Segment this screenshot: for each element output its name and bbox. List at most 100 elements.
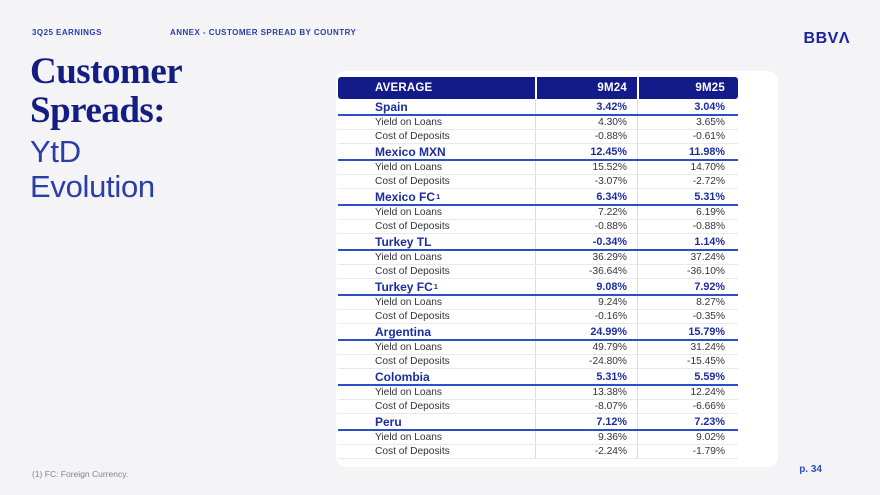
- country-avg-9m25: 11.98%: [637, 144, 738, 159]
- table-row-country: Peru 7.12% 7.23%: [338, 414, 738, 431]
- table-row-cost: Cost of Deposits -0.88% -0.61%: [338, 130, 738, 144]
- table-row-cost: Cost of Deposits -3.07% -2.72%: [338, 175, 738, 189]
- yield-label: Yield on Loans: [375, 162, 443, 173]
- table-row-country: Spain 3.42% 3.04%: [338, 99, 738, 116]
- yield-label: Yield on Loans: [375, 432, 443, 443]
- yield-9m25: 3.65%: [637, 116, 738, 129]
- country-avg-9m25: 7.23%: [637, 414, 738, 429]
- title-line-1: Customer: [30, 51, 183, 92]
- table-row-country: Mexico FC 1 6.34% 5.31%: [338, 189, 738, 206]
- country-name-text: Turkey FC: [375, 279, 433, 294]
- header-9m25: 9M25: [637, 77, 738, 99]
- country-avg-9m24: 3.42%: [535, 99, 637, 114]
- cost-9m24: -3.07%: [535, 175, 637, 188]
- table-row-cost: Cost of Deposits -2.24% -1.79%: [338, 445, 738, 459]
- yield-9m24: 36.29%: [535, 251, 637, 264]
- title-subtitle: YtD Evolution: [30, 134, 330, 204]
- yield-label: Yield on Loans: [375, 252, 443, 263]
- cost-9m25: -0.35%: [637, 310, 738, 323]
- bbva-logo: BBVΛ: [804, 30, 850, 48]
- yield-9m25: 31.24%: [637, 341, 738, 354]
- table-row-cost: Cost of Deposits -24.80% -15.45%: [338, 355, 738, 369]
- yield-9m24: 15.52%: [535, 161, 637, 174]
- cost-9m25: -0.61%: [637, 130, 738, 143]
- cost-9m25: -15.45%: [637, 355, 738, 368]
- yield-label: Yield on Loans: [375, 207, 443, 218]
- cost-9m25: -1.79%: [637, 445, 738, 458]
- table-row-yield: Yield on Loans 9.24% 8.27%: [338, 296, 738, 310]
- cost-9m24: -2.24%: [535, 445, 637, 458]
- cost-label: Cost of Deposits: [375, 131, 450, 142]
- title-main: Customer Spreads:: [30, 52, 330, 130]
- cost-9m25: -36.10%: [637, 265, 738, 278]
- yield-9m25: 9.02%: [637, 431, 738, 444]
- yield-9m24: 9.24%: [535, 296, 637, 309]
- table-row-yield: Yield on Loans 36.29% 37.24%: [338, 251, 738, 265]
- table-row-yield: Yield on Loans 15.52% 14.70%: [338, 161, 738, 175]
- yield-9m24: 49.79%: [535, 341, 637, 354]
- table-row-yield: Yield on Loans 49.79% 31.24%: [338, 341, 738, 355]
- yield-9m24: 7.22%: [535, 206, 637, 219]
- country-avg-9m25: 5.31%: [637, 189, 738, 204]
- yield-label: Yield on Loans: [375, 297, 443, 308]
- country-avg-9m24: 9.08%: [535, 279, 637, 294]
- country-name: Mexico MXN: [338, 144, 535, 159]
- country-avg-9m24: 6.34%: [535, 189, 637, 204]
- table-row-country: Mexico MXN 12.45% 11.98%: [338, 144, 738, 161]
- cost-9m24: -0.88%: [535, 220, 637, 233]
- country-name-text: Peru: [375, 414, 402, 429]
- logo-text: BBV: [803, 30, 839, 47]
- yield-9m25: 12.24%: [637, 386, 738, 399]
- yield-label: Yield on Loans: [375, 117, 443, 128]
- yield-9m25: 14.70%: [637, 161, 738, 174]
- yield-9m24: 13.38%: [535, 386, 637, 399]
- subtitle-line-1: YtD: [30, 134, 81, 169]
- table-row-country: Turkey FC 1 9.08% 7.92%: [338, 279, 738, 296]
- page-number: p. 34: [799, 464, 822, 475]
- country-name: Turkey TL: [338, 234, 535, 249]
- cost-9m24: -8.07%: [535, 400, 637, 413]
- country-name: Argentina: [338, 324, 535, 339]
- slide-title: Customer Spreads: YtD Evolution: [30, 52, 330, 204]
- country-avg-9m25: 15.79%: [637, 324, 738, 339]
- country-name-text: Spain: [375, 99, 408, 114]
- header-9m24: 9M24: [535, 77, 637, 99]
- table-row-cost: Cost of Deposits -0.16% -0.35%: [338, 310, 738, 324]
- table-row-yield: Yield on Loans 4.30% 3.65%: [338, 116, 738, 130]
- country-avg-9m25: 7.92%: [637, 279, 738, 294]
- yield-9m24: 4.30%: [535, 116, 637, 129]
- header-average: AVERAGE: [338, 77, 535, 99]
- cost-9m24: -0.16%: [535, 310, 637, 323]
- cost-label: Cost of Deposits: [375, 401, 450, 412]
- table-row-yield: Yield on Loans 7.22% 6.19%: [338, 206, 738, 220]
- title-line-2: Spreads:: [30, 90, 166, 131]
- cost-9m25: -2.72%: [637, 175, 738, 188]
- annex-section-label: ANNEX - CUSTOMER SPREAD BY COUNTRY: [170, 28, 357, 37]
- country-name: Colombia: [338, 369, 535, 384]
- country-name: Peru: [338, 414, 535, 429]
- cost-9m25: -6.66%: [637, 400, 738, 413]
- yield-9m25: 8.27%: [637, 296, 738, 309]
- country-name-text: Mexico MXN: [375, 144, 446, 159]
- country-name: Spain: [338, 99, 535, 114]
- table-row-cost: Cost of Deposits -36.64% -36.10%: [338, 265, 738, 279]
- cost-label: Cost of Deposits: [375, 356, 450, 367]
- country-avg-9m24: 12.45%: [535, 144, 637, 159]
- country-name-text: Turkey TL: [375, 234, 432, 249]
- cost-9m25: -0.88%: [637, 220, 738, 233]
- table-row-yield: Yield on Loans 13.38% 12.24%: [338, 386, 738, 400]
- country-name: Mexico FC 1: [375, 189, 441, 204]
- subtitle-line-2: Evolution: [30, 169, 155, 204]
- table-row-country: Colombia 5.31% 5.59%: [338, 369, 738, 386]
- cost-label: Cost of Deposits: [375, 176, 450, 187]
- country-avg-9m25: 1.14%: [637, 234, 738, 249]
- country-avg-9m24: 24.99%: [535, 324, 637, 339]
- yield-9m24: 9.36%: [535, 431, 637, 444]
- cost-9m24: -24.80%: [535, 355, 637, 368]
- yield-label: Yield on Loans: [375, 387, 443, 398]
- cost-label: Cost of Deposits: [375, 221, 450, 232]
- logo-a-glyph: Λ: [838, 30, 850, 47]
- table-row-country: Argentina 24.99% 15.79%: [338, 324, 738, 341]
- country-avg-9m24: 7.12%: [535, 414, 637, 429]
